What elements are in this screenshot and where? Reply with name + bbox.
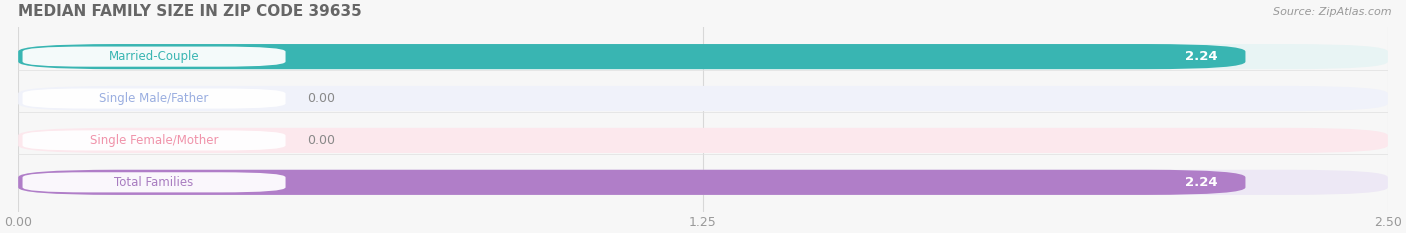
Text: 2.24: 2.24 bbox=[1185, 50, 1218, 63]
FancyBboxPatch shape bbox=[18, 86, 1388, 111]
FancyBboxPatch shape bbox=[22, 47, 285, 67]
FancyBboxPatch shape bbox=[22, 130, 285, 151]
Text: Source: ZipAtlas.com: Source: ZipAtlas.com bbox=[1274, 7, 1392, 17]
Text: 2.24: 2.24 bbox=[1185, 176, 1218, 189]
FancyBboxPatch shape bbox=[22, 172, 285, 192]
Text: Total Families: Total Families bbox=[114, 176, 194, 189]
FancyBboxPatch shape bbox=[18, 170, 1388, 195]
FancyBboxPatch shape bbox=[18, 128, 1388, 153]
Text: Single Male/Father: Single Male/Father bbox=[100, 92, 208, 105]
FancyBboxPatch shape bbox=[18, 170, 1246, 195]
FancyBboxPatch shape bbox=[18, 44, 1246, 69]
Text: Married-Couple: Married-Couple bbox=[108, 50, 200, 63]
FancyBboxPatch shape bbox=[18, 44, 1388, 69]
Text: MEDIAN FAMILY SIZE IN ZIP CODE 39635: MEDIAN FAMILY SIZE IN ZIP CODE 39635 bbox=[18, 4, 361, 19]
Text: 0.00: 0.00 bbox=[308, 92, 336, 105]
Text: 0.00: 0.00 bbox=[308, 134, 336, 147]
Text: Single Female/Mother: Single Female/Mother bbox=[90, 134, 218, 147]
FancyBboxPatch shape bbox=[22, 89, 285, 109]
